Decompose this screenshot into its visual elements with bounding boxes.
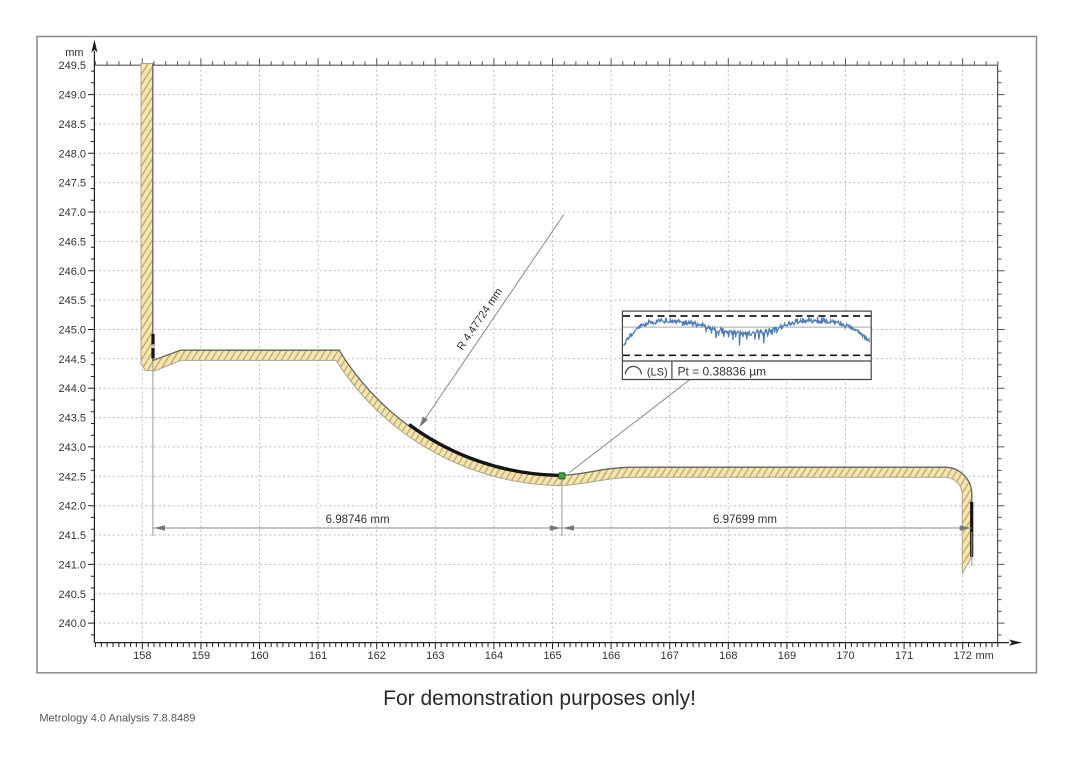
- svg-text:171: 171: [895, 650, 913, 662]
- svg-text:162: 162: [368, 650, 386, 662]
- svg-text:(LS): (LS): [647, 367, 668, 379]
- svg-text:167: 167: [661, 650, 679, 662]
- svg-text:246.0: 246.0: [58, 266, 86, 278]
- svg-text:243.5: 243.5: [58, 413, 86, 425]
- svg-text:163: 163: [426, 650, 444, 662]
- svg-text:246.5: 246.5: [58, 236, 86, 248]
- svg-text:166: 166: [602, 650, 620, 662]
- svg-text:245.5: 245.5: [58, 295, 86, 307]
- svg-text:161: 161: [309, 650, 327, 662]
- svg-text:247.5: 247.5: [58, 178, 86, 190]
- svg-text:242.0: 242.0: [58, 501, 86, 513]
- svg-text:164: 164: [485, 650, 503, 662]
- svg-text:Pt = 0.38836 µm: Pt = 0.38836 µm: [678, 365, 767, 379]
- svg-text:170: 170: [836, 650, 854, 662]
- svg-text:242.5: 242.5: [58, 471, 86, 483]
- svg-text:mm: mm: [65, 47, 83, 59]
- svg-text:240.5: 240.5: [58, 589, 86, 601]
- svg-text:249.0: 249.0: [58, 90, 86, 102]
- svg-text:247.0: 247.0: [58, 207, 86, 219]
- svg-text:249.5: 249.5: [58, 60, 86, 72]
- svg-text:245.0: 245.0: [58, 325, 86, 337]
- svg-text:For demonstration purposes onl: For demonstration purposes only!: [383, 687, 696, 710]
- svg-text:159: 159: [192, 650, 210, 662]
- svg-text:244.5: 244.5: [58, 354, 86, 366]
- svg-text:Metrology 4.0 Analysis 7.8.848: Metrology 4.0 Analysis 7.8.8489: [39, 712, 195, 724]
- svg-text:mm: mm: [976, 650, 994, 662]
- svg-text:6.98746 mm: 6.98746 mm: [326, 514, 390, 526]
- svg-text:160: 160: [250, 650, 268, 662]
- svg-text:169: 169: [778, 650, 796, 662]
- svg-text:241.0: 241.0: [58, 559, 86, 571]
- svg-text:241.5: 241.5: [58, 530, 86, 542]
- svg-text:6.97699 mm: 6.97699 mm: [713, 514, 777, 526]
- svg-text:165: 165: [543, 650, 561, 662]
- svg-text:248.5: 248.5: [58, 119, 86, 131]
- svg-text:172: 172: [954, 650, 972, 662]
- svg-text:168: 168: [719, 650, 737, 662]
- svg-text:243.0: 243.0: [58, 442, 86, 454]
- svg-text:248.0: 248.0: [58, 148, 86, 160]
- svg-text:240.0: 240.0: [58, 618, 86, 630]
- svg-text:158: 158: [133, 650, 151, 662]
- svg-text:244.0: 244.0: [58, 383, 86, 395]
